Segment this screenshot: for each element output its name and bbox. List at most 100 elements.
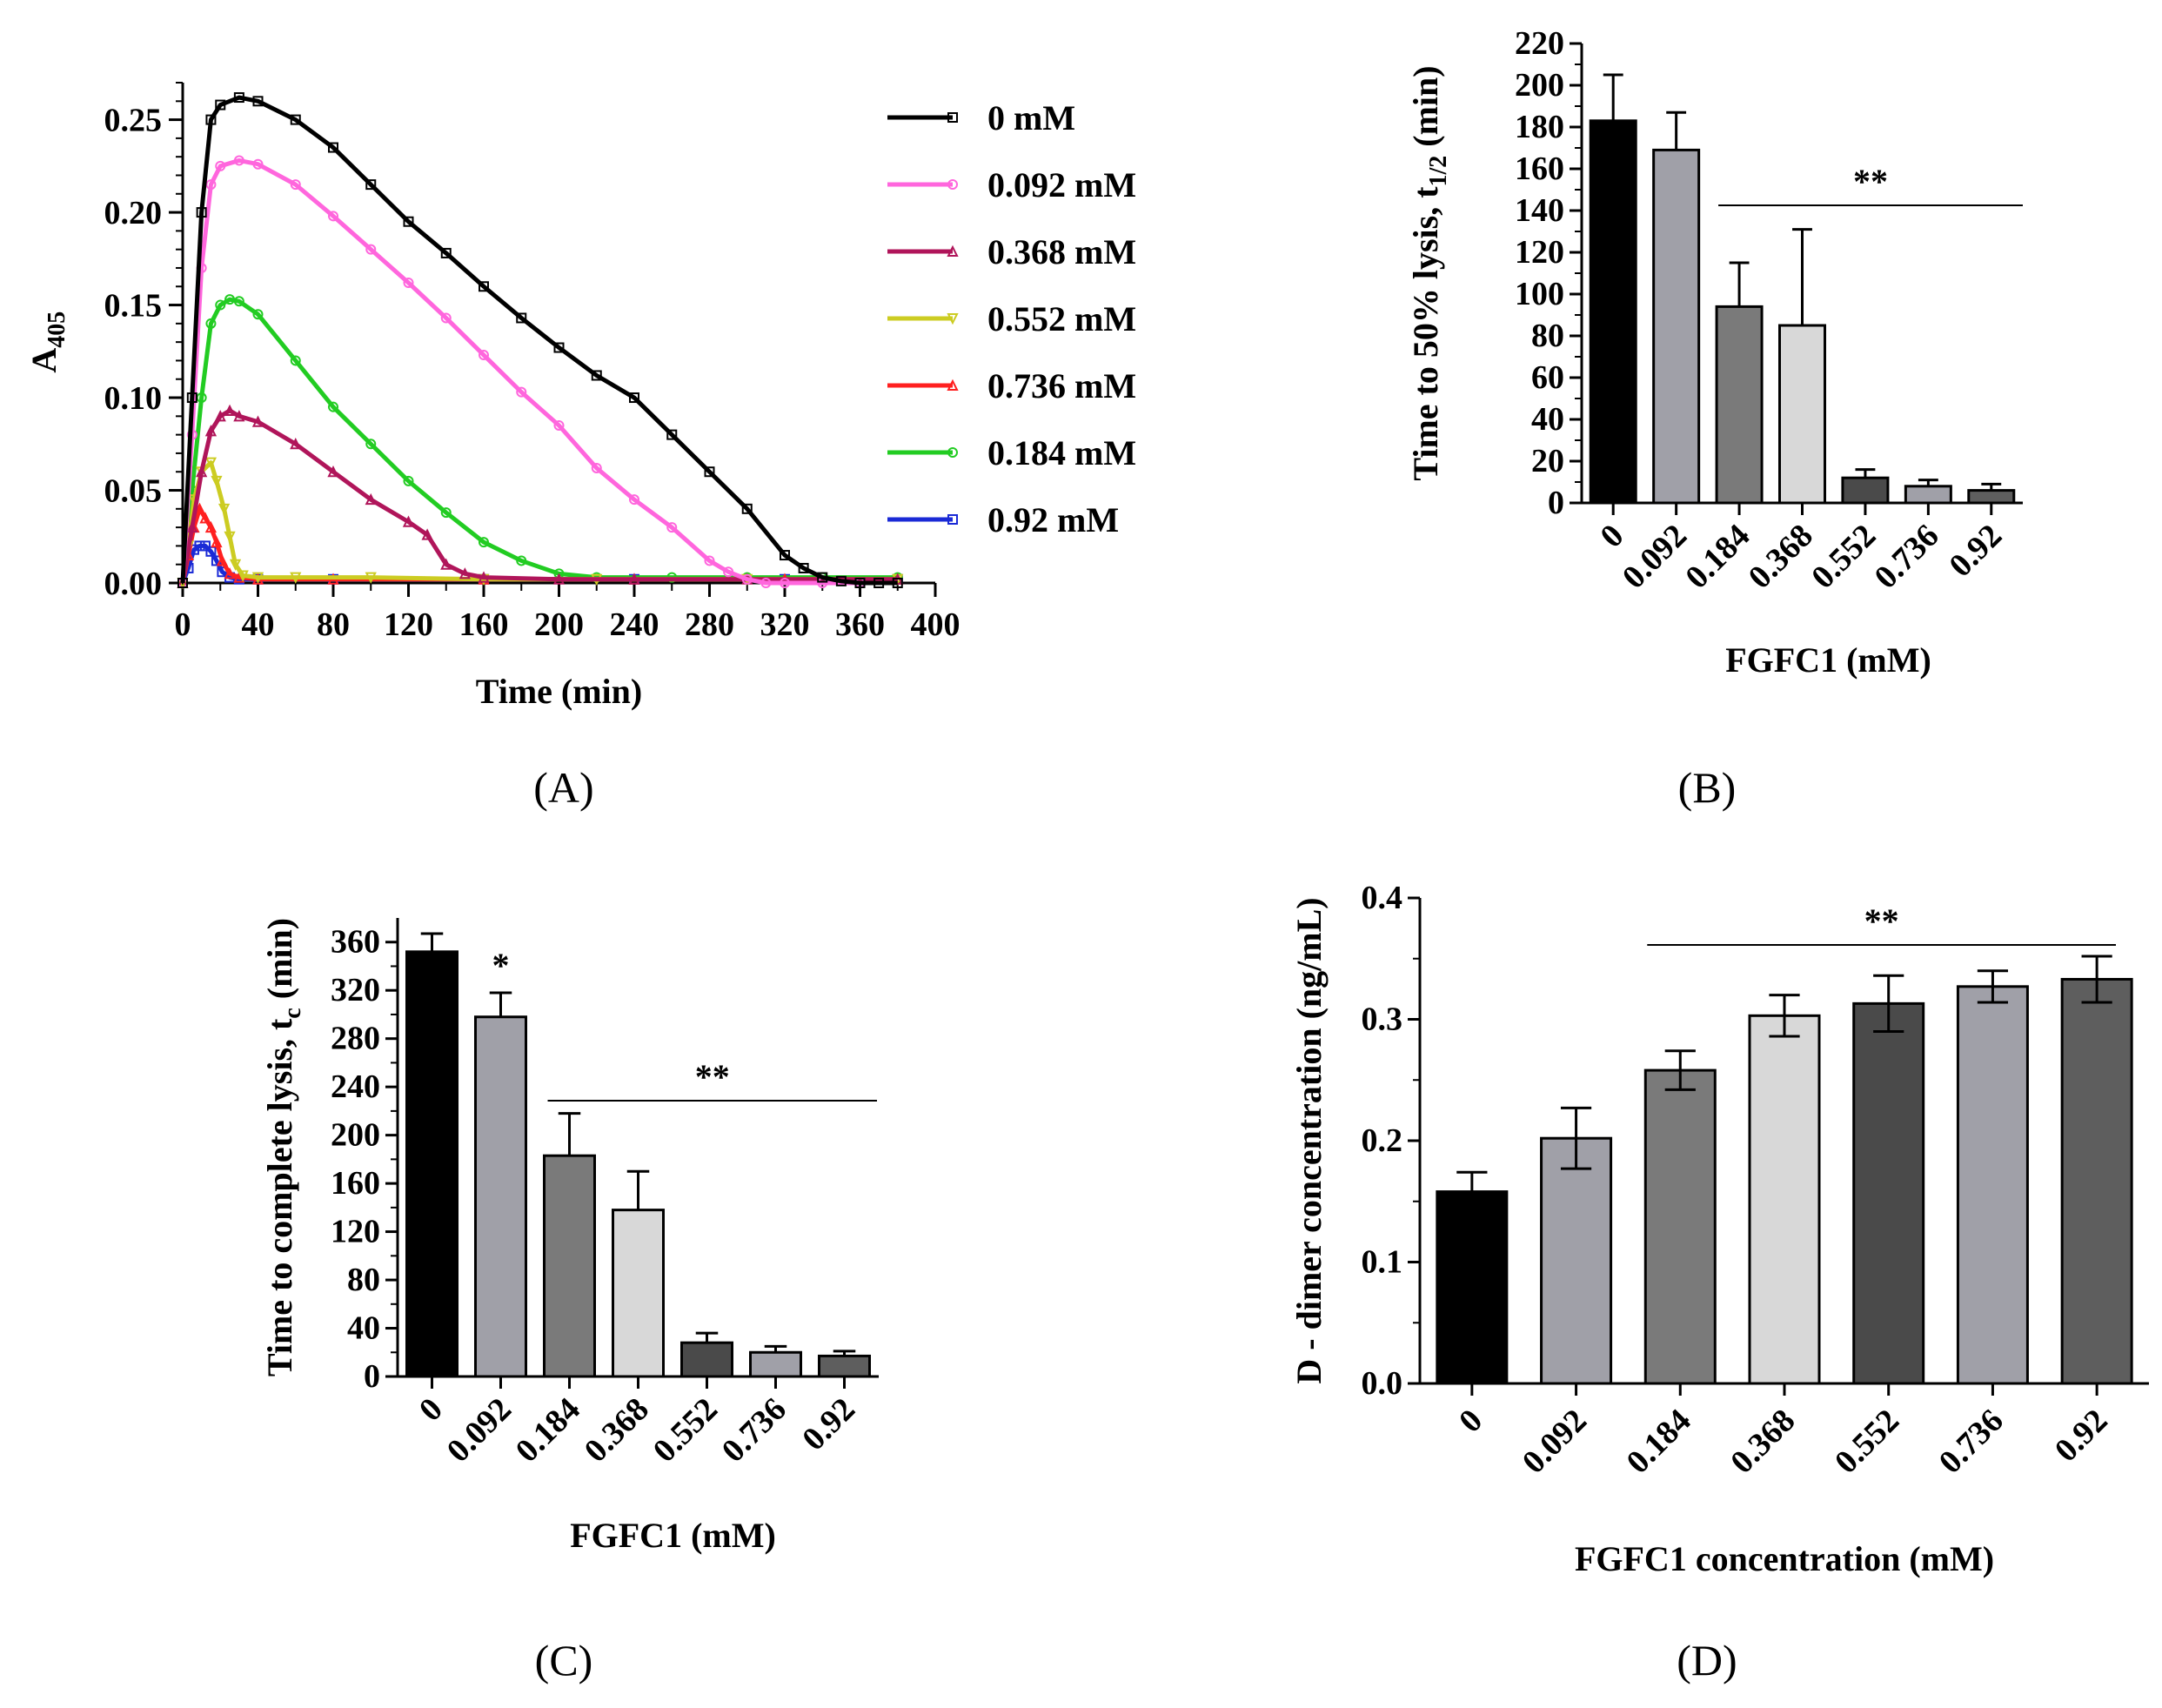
data-point-0-mm: [196, 207, 207, 218]
data-point-0-184-mm: [224, 294, 236, 305]
series-line-0-092-mm: [180, 157, 860, 586]
panel-d-bar-chart: 0.0 0.1 0.2 0.3 0.4 0 0.092 0.184 0.368 0.552 0.73…: [1289, 880, 2149, 1578]
data-point-0-736-mm: [193, 502, 206, 514]
data-point-0-092-mm: [516, 386, 527, 398]
y-tick-label-120: 120: [1515, 234, 1564, 271]
data-point-0-184-mm: [328, 401, 338, 412]
x-tick-label-0-368: 0.368: [1742, 518, 1820, 596]
data-point-0-552-mm: [211, 475, 223, 488]
y-tick-label-20: 20: [1531, 443, 1564, 479]
x-tick-label-0: 0: [175, 606, 191, 643]
data-point-0-368-mm: [478, 571, 490, 583]
data-point-0-mm: [290, 114, 301, 125]
data-point-0-552-mm: [365, 572, 377, 584]
data-point-0-368-mm: [421, 528, 433, 540]
data-point-0-mm: [215, 99, 226, 111]
data-point-0-552-mm: [218, 503, 231, 516]
bar-0-368: [1748, 1014, 1821, 1385]
x-tick-label-0-92: 0.92: [2048, 1403, 2115, 1470]
data-point-0-184-mm: [290, 355, 301, 366]
data-point-0-mm: [328, 142, 338, 153]
x-tick-label-240: 240: [610, 606, 659, 643]
y-tick-label-200: 200: [331, 1117, 380, 1154]
data-point-0-368-mm: [459, 567, 471, 579]
legend-label-0-736-mm: 0.736 mM: [987, 366, 1136, 405]
y-tick-label-40: 40: [1531, 401, 1564, 438]
x-tick-label-0: 0: [1452, 1403, 1489, 1440]
y-tick-label-100: 100: [1515, 276, 1564, 312]
significance-star: *: [492, 946, 510, 985]
y-tick-label-280: 280: [331, 1021, 380, 1057]
y-tick-label-80: 80: [347, 1262, 380, 1298]
bar-0-92: [818, 1354, 871, 1378]
bar-0-184: [1715, 305, 1764, 505]
x-tick-label-40: 40: [242, 606, 275, 643]
data-point-0-092-mm: [479, 350, 489, 361]
panel-label-b: (B): [1678, 763, 1737, 812]
significance-stars: **: [1853, 162, 1888, 201]
x-tick-label-0-092: 0.092: [440, 1391, 519, 1470]
y-tick-label-360: 360: [331, 924, 380, 961]
y-tick-label-0-00: 0.00: [104, 566, 163, 602]
bar-0-368: [612, 1209, 665, 1378]
x-tick-label-0-368: 0.368: [578, 1391, 656, 1470]
data-point-0-mm: [741, 503, 753, 514]
legend-label-0-368-mm: 0.368 mM: [987, 232, 1136, 271]
data-point-0-368-mm: [440, 558, 452, 570]
data-point-0-092-mm: [440, 312, 452, 324]
data-point-0-368-mm: [196, 465, 208, 478]
legend-marker-0-552-mm: [947, 313, 959, 325]
y-tick-label-200: 200: [1515, 67, 1564, 104]
x-axis-title: FGFC1 concentration (mM): [1575, 1539, 1994, 1578]
y-axis-title: Time to 50% lysis, t1/2 (min): [1406, 65, 1452, 480]
x-tick-label-0-552: 0.552: [1804, 518, 1883, 596]
y-tick-label-40: 40: [347, 1310, 380, 1347]
data-point-0-mm: [553, 342, 565, 353]
data-point-0-092-mm: [723, 566, 734, 578]
x-tick-label-0-736: 0.736: [1932, 1403, 2011, 1481]
legend-label-0-092-mm: 0.092 mM: [987, 165, 1136, 204]
data-point-0-368-mm: [290, 438, 302, 450]
legend-label-0-552-mm: 0.552 mM: [987, 299, 1136, 338]
legend-marker-0-368-mm: [947, 244, 959, 257]
data-point-0-092-mm: [591, 462, 602, 473]
x-axis-title: Time (min): [476, 672, 642, 711]
data-point-0-mm: [666, 429, 678, 440]
data-point-0-mm: [892, 578, 903, 588]
data-point-0-552-mm: [290, 572, 302, 584]
data-point-0-92-mm: [199, 540, 211, 552]
data-point-0-mm: [780, 550, 790, 561]
data-point-0-092-mm: [780, 578, 790, 588]
data-point-0-092-mm: [760, 578, 772, 588]
legend-label-0-mm: 0 mM: [987, 98, 1075, 137]
data-point-0-736-mm: [199, 512, 211, 524]
bar-0-92: [1967, 489, 2016, 505]
data-point-0-552-mm: [229, 559, 242, 571]
y-tick-label-160: 160: [331, 1165, 380, 1202]
bar-0-736: [749, 1350, 802, 1378]
panel-a-line-chart: 0.00 0.05 0.10 0.15 0.20 0.25 0 40 80 120 160 200 24…: [24, 82, 1136, 711]
y-tick-label-120: 120: [331, 1214, 380, 1250]
x-tick-label-0-184: 0.184: [509, 1391, 587, 1470]
y-tick-label-0: 0: [364, 1358, 380, 1395]
data-point-0-092-mm: [233, 155, 244, 166]
data-point-0-184-mm: [233, 296, 244, 307]
data-point-0-092-mm: [365, 244, 377, 255]
y-tick-label-220: 220: [1515, 25, 1564, 62]
data-point-0-184-mm: [440, 507, 452, 519]
y-tick-label-160: 160: [1515, 151, 1564, 187]
x-tick-label-0: 0: [412, 1391, 450, 1429]
x-tick-label-200: 200: [534, 606, 584, 643]
y-tick-label-60: 60: [1531, 359, 1564, 396]
legend-marker-0-92-mm: [947, 514, 958, 525]
data-point-0-368-mm: [186, 520, 198, 533]
data-point-0-mm: [817, 572, 828, 583]
series-line-0-mm: [180, 95, 898, 586]
data-point-0-184-mm: [403, 475, 414, 486]
data-point-0-mm: [177, 578, 188, 588]
data-point-0-092-mm: [741, 573, 753, 585]
x-tick-label-0-552: 0.552: [646, 1391, 725, 1470]
bar-0: [405, 950, 459, 1378]
y-tick-label-0-3: 0.3: [1362, 1001, 1403, 1038]
y-tick-label-320: 320: [331, 972, 380, 1008]
